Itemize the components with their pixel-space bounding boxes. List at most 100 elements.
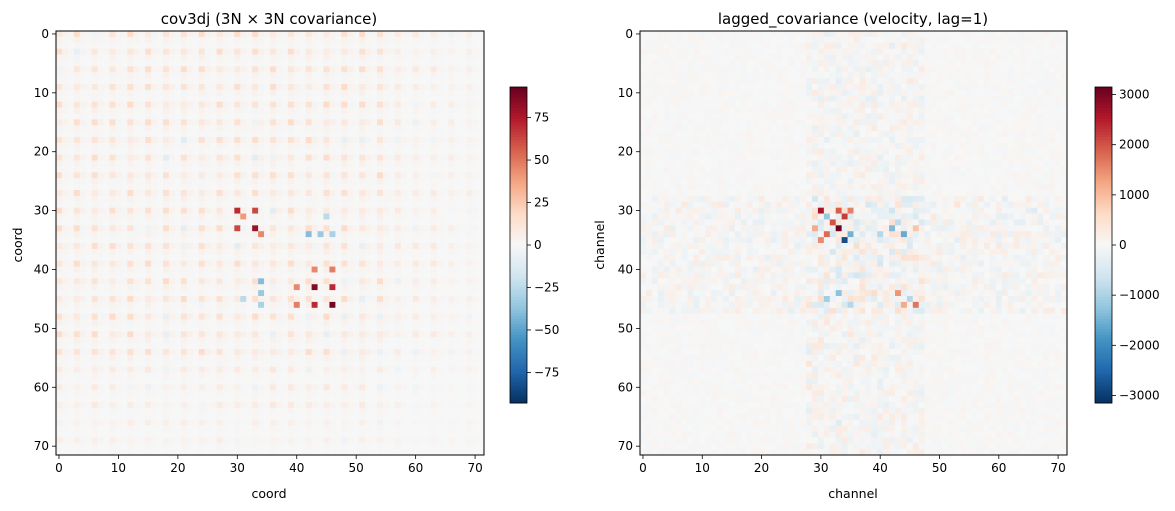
heatmap-cell [341,142,348,150]
heatmap-cell [222,142,229,150]
heatmap-cell [353,195,360,203]
heatmap-cell [275,148,283,156]
heatmap-cell [388,54,396,61]
heatmap-cell [210,313,217,320]
heatmap-cell [305,113,312,120]
heatmap-cell [412,219,419,226]
heatmap-cell [430,184,437,191]
heatmap-cell [157,31,164,38]
heatmap-cell [382,213,390,220]
heatmap-cell [246,231,253,238]
heatmap-cell [454,431,461,438]
heatmap-cell [341,378,348,385]
heatmap-cell [145,284,152,291]
heatmap-cell [56,78,63,85]
heatmap-cell [222,243,229,250]
heatmap-cell [329,142,336,150]
heatmap-cell [103,101,110,108]
heatmap-cell [168,390,176,397]
heatmap-cell [323,407,330,415]
heatmap-cell [454,349,461,356]
heatmap-cell [466,225,473,232]
heatmap-cell [323,36,330,44]
heatmap-cell [275,137,283,144]
heatmap-cell [151,31,158,38]
heatmap-cell [424,113,431,120]
heatmap-cell [371,78,378,85]
heatmap-cell [174,101,182,108]
heatmap-cell [61,284,69,291]
heatmap-cell [460,254,467,262]
heatmap-cell [210,284,217,291]
heatmap-cell [448,372,455,379]
heatmap-cell [109,207,116,214]
heatmap-cell [133,402,140,409]
heatmap-cell [388,272,396,279]
heatmap-cell [311,113,318,120]
heatmap-cell [400,195,408,203]
heatmap-cell [204,378,211,385]
heatmap-cell [436,31,443,38]
heatmap-cell [400,66,408,73]
heatmap-cell [252,42,259,50]
heatmap-cell [299,42,307,50]
heatmap-cell [436,213,443,220]
heatmap-cell [275,231,283,238]
heatmap-cell [442,78,449,85]
heatmap-cell [151,319,158,326]
heatmap-cell [163,319,170,326]
heatmap-cell [293,343,301,350]
heatmap-cell [448,325,455,332]
heatmap-cell [180,72,188,79]
heatmap-cell [228,148,235,156]
heatmap-cell [323,325,330,332]
heatmap-cell [442,231,449,238]
heatmap-cell [139,254,146,262]
heatmap-cell [192,307,200,315]
heatmap-cell [353,125,360,132]
heatmap-cell [466,396,473,403]
heatmap-cell [234,125,241,132]
heatmap-cell [97,360,104,368]
heatmap-cell [406,119,414,126]
heatmap-cell [430,313,437,320]
heatmap-cell [180,419,188,426]
heatmap-cell [258,402,265,409]
heatmap-cell [359,390,366,397]
heatmap-cell [472,331,479,338]
heatmap-cell [299,60,307,67]
heatmap-cell [67,54,75,61]
heatmap-cell [394,137,402,144]
heatmap-cell [305,137,312,144]
heatmap-cell [174,72,182,79]
heatmap-cell [359,195,366,203]
heatmap-cell [210,95,217,103]
heatmap-cell [85,119,93,126]
heatmap-cell [400,402,408,409]
heatmap-cell [436,207,443,214]
heatmap-cell [400,166,408,173]
heatmap-cell [198,172,205,179]
heatmap-cell [394,54,402,61]
heatmap-cell [264,60,271,67]
heatmap-cell [109,42,116,50]
heatmap-cell [127,66,134,73]
heatmap-cell [67,31,75,38]
heatmap-cell [163,131,170,138]
heatmap-cell [91,301,98,309]
heatmap-cell [412,113,419,120]
heatmap-cell [109,313,116,320]
heatmap-cell [79,166,87,173]
heatmap-cell [67,219,75,226]
heatmap-cell [240,248,247,256]
heatmap-cell [234,366,241,373]
heatmap-cell [157,131,164,138]
heatmap-cell [252,266,259,273]
heatmap-cell [359,184,366,191]
heatmap-cell [353,137,360,144]
heatmap-cell [371,89,378,97]
heatmap-cell [168,154,176,161]
heatmap-cell [281,319,289,326]
heatmap-cell [270,225,277,232]
heatmap-cell [168,237,176,244]
